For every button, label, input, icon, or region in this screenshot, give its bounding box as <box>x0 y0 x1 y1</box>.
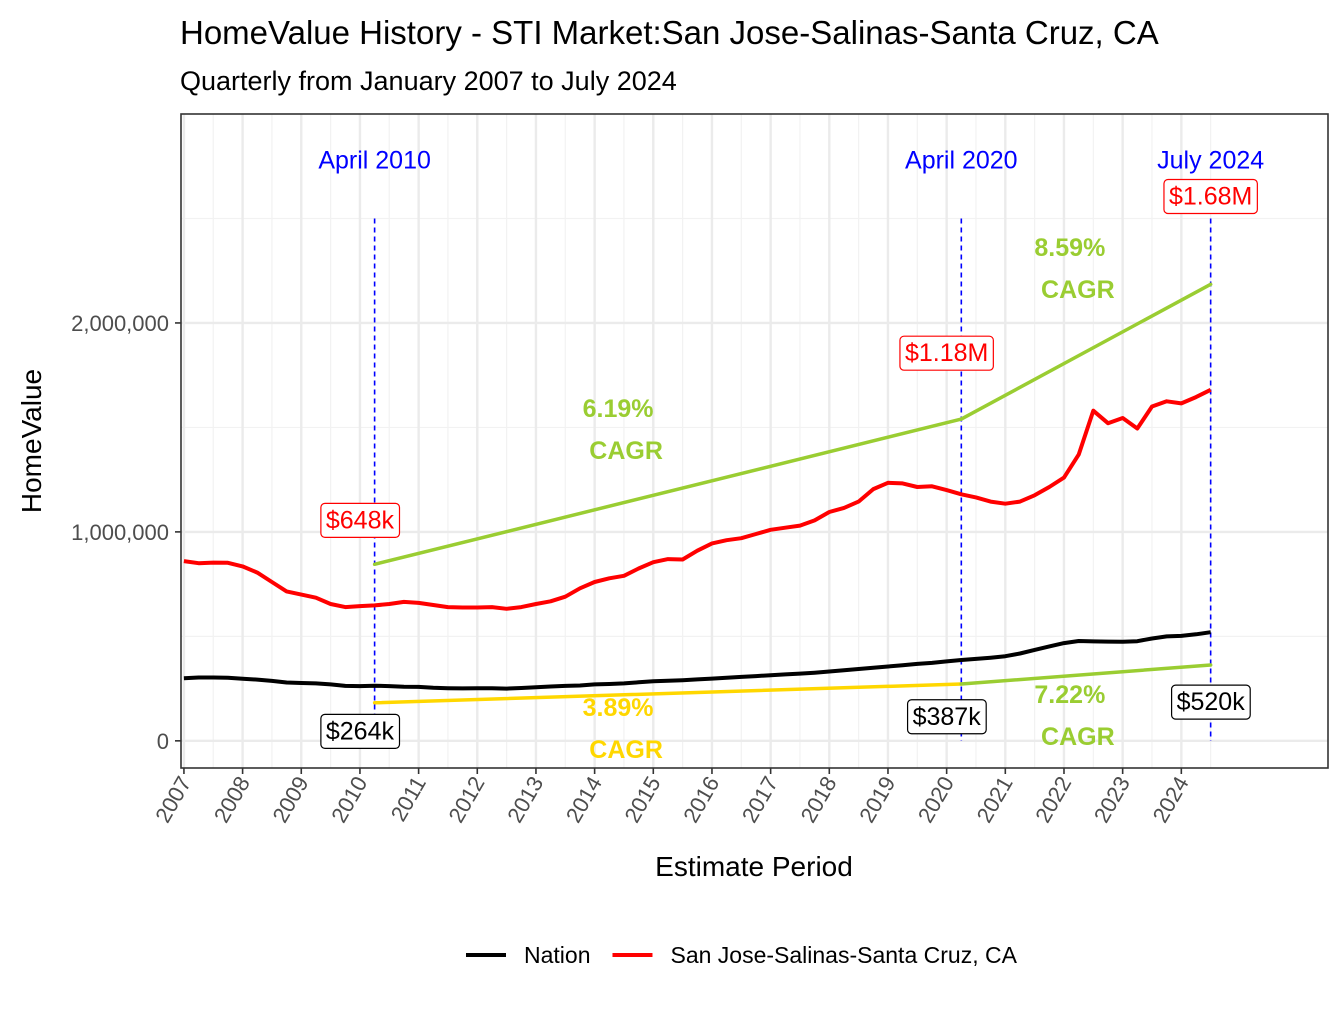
cagr-percent-label: 6.19% <box>583 395 654 423</box>
cagr-percent-label: 3.89% <box>583 694 654 722</box>
legend-label: Nation <box>524 942 590 968</box>
cagr-word-label: CAGR <box>589 736 663 764</box>
series-line <box>183 388 1212 611</box>
value-label-text: $387k <box>913 703 982 731</box>
value-label: $1.18M <box>899 335 994 371</box>
value-label: $387k <box>906 699 987 735</box>
cagr-word-label: CAGR <box>589 437 663 465</box>
panel-border <box>180 113 1329 769</box>
value-label: $520k <box>1170 684 1251 720</box>
y-tick-label: 1,000,000 <box>71 520 169 545</box>
value-label-box <box>1170 684 1251 720</box>
cagr-trend-line <box>959 282 1213 421</box>
value-label: $648k <box>320 502 401 538</box>
value-label-text: $648k <box>326 506 395 534</box>
value-label-box <box>320 502 401 538</box>
series-line <box>183 630 1211 691</box>
cagr-trend-line <box>372 682 964 705</box>
legend-label: San Jose-Salinas-Santa Cruz, CA <box>670 942 1017 968</box>
cagr-word-label: CAGR <box>1041 276 1115 304</box>
x-axis-title: Estimate Period <box>655 851 853 882</box>
value-label-text: $264k <box>326 717 395 745</box>
value-label-box <box>320 713 401 749</box>
value-label-text: $1.18M <box>905 339 988 367</box>
cagr-percent-label: 7.22% <box>1034 681 1105 709</box>
vertical-marker-label: July 2024 <box>1157 146 1264 174</box>
value-label-text: $1.68M <box>1169 182 1252 210</box>
cagr-word-label: CAGR <box>1041 723 1115 751</box>
value-label-text: $520k <box>1177 688 1246 716</box>
vertical-marker-label: April 2020 <box>905 146 1018 174</box>
y-tick-label: 0 <box>157 729 169 754</box>
chart-subtitle: Quarterly from January 2007 to July 2024 <box>180 66 677 96</box>
value-label-box <box>1163 178 1258 215</box>
value-label: $264k <box>320 713 401 749</box>
value-label: $1.68M <box>1163 178 1258 215</box>
cagr-percent-label: 8.59% <box>1034 234 1105 262</box>
cagr-trend-line <box>372 417 964 567</box>
chart-title: HomeValue History - STI Market:San Jose-… <box>180 14 1159 51</box>
vertical-marker-label: April 2010 <box>318 146 431 174</box>
y-axis-title: HomeValue <box>16 369 47 513</box>
cagr-trend-line <box>959 663 1213 686</box>
y-tick-label: 2,000,000 <box>71 311 169 336</box>
legend: Nation San Jose-Salinas-Santa Cruz, CA <box>466 942 1018 968</box>
value-label-box <box>906 699 987 735</box>
value-label-box <box>899 335 994 371</box>
